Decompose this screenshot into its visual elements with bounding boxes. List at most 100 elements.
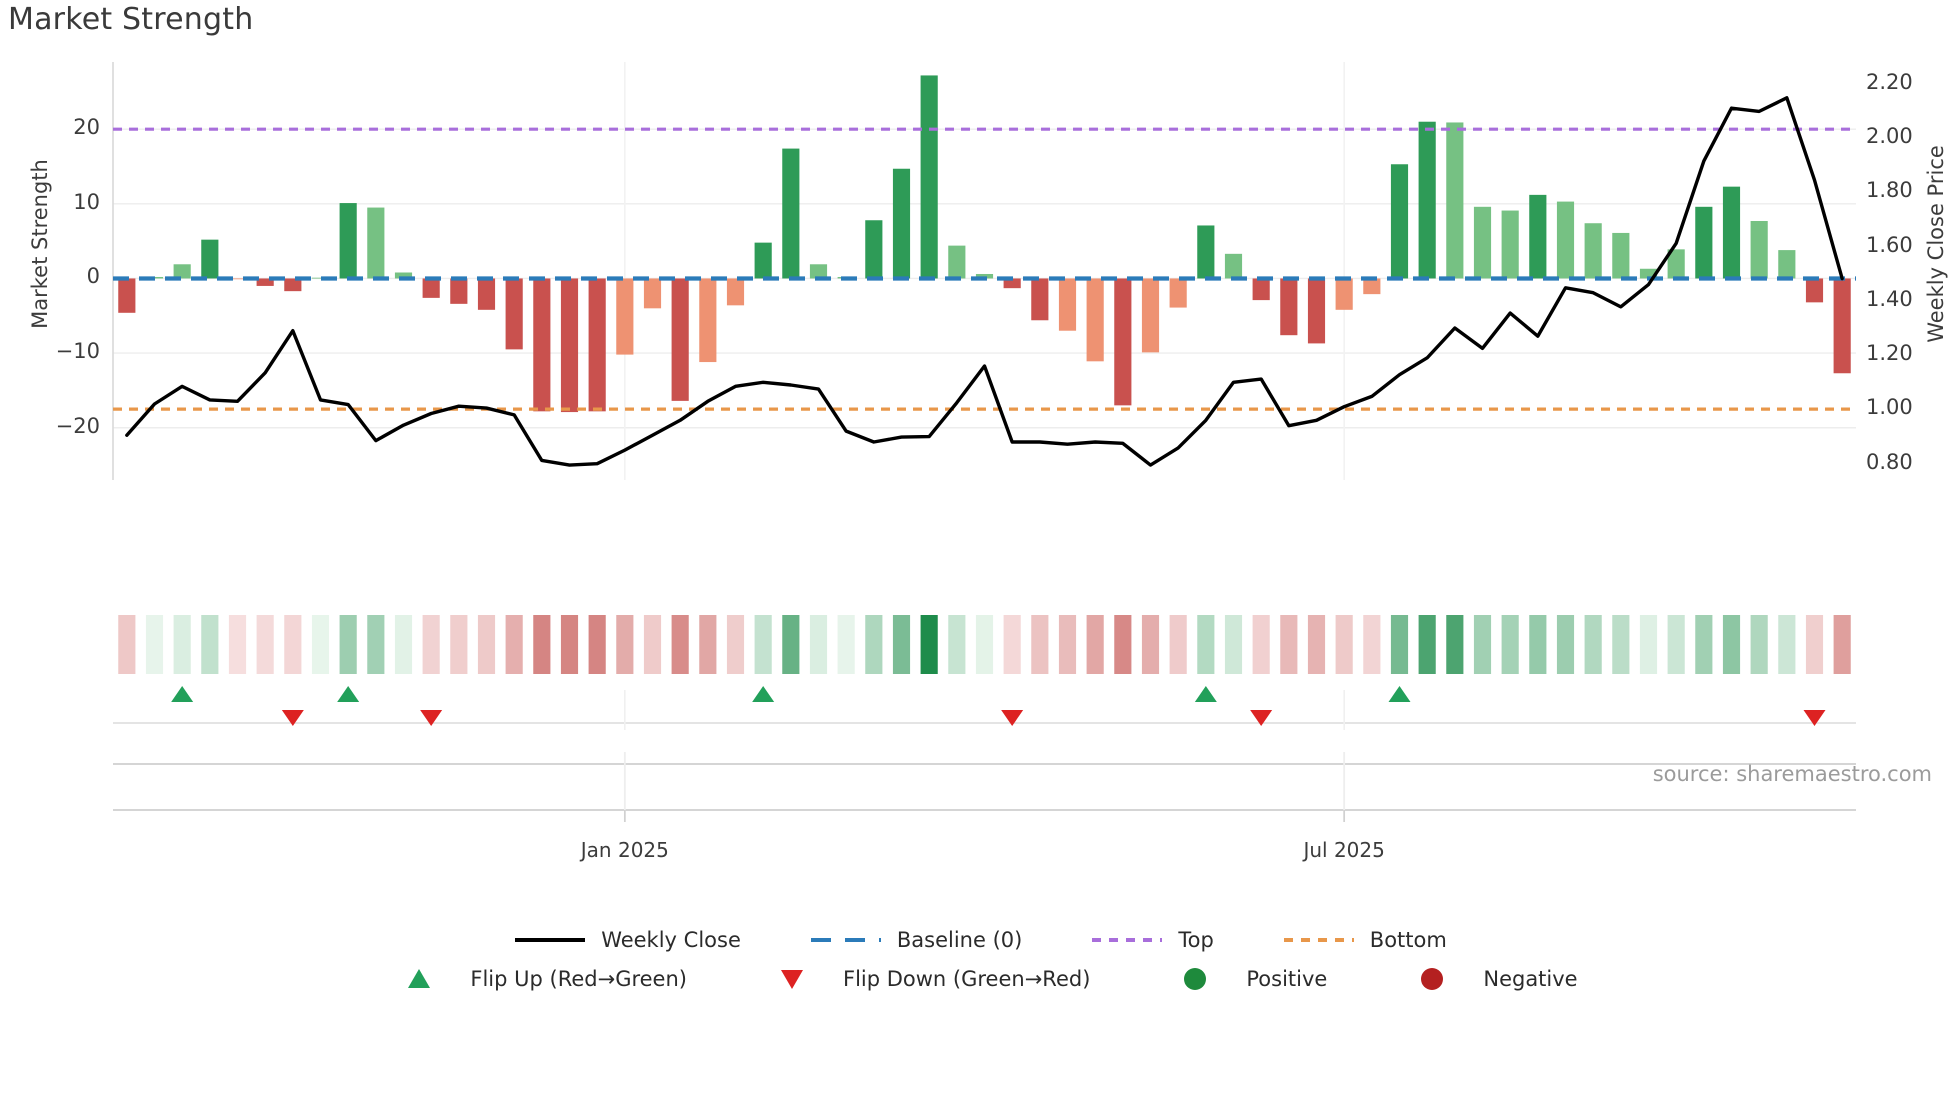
heatmap-cell[interactable] [1667, 615, 1685, 674]
bar[interactable] [256, 278, 274, 286]
bar[interactable] [892, 168, 911, 279]
heatmap-cell[interactable] [505, 615, 523, 674]
heatmap-cell[interactable] [477, 615, 496, 674]
heatmap-cell[interactable] [1750, 615, 1768, 674]
bar[interactable] [367, 207, 385, 279]
heatmap-cell[interactable] [311, 615, 330, 674]
bar[interactable] [865, 220, 883, 279]
bar[interactable] [782, 148, 800, 279]
legend-item[interactable]: Flip Up (Red→Green) [382, 966, 687, 992]
bar[interactable] [450, 278, 468, 304]
heatmap-cell[interactable] [1778, 615, 1796, 674]
heatmap-cell[interactable] [1031, 615, 1049, 674]
heatmap-cell[interactable] [1058, 615, 1077, 674]
heatmap-cell[interactable] [1473, 615, 1492, 674]
bar[interactable] [948, 245, 966, 279]
heatmap-cell[interactable] [1501, 615, 1519, 674]
bar[interactable] [754, 242, 772, 279]
bar[interactable] [1529, 194, 1547, 279]
bar[interactable] [809, 264, 828, 279]
bar[interactable] [1141, 278, 1160, 353]
heatmap-cell[interactable] [1169, 615, 1187, 674]
heatmap-cell[interactable] [1086, 615, 1104, 674]
bar[interactable] [726, 278, 745, 306]
heatmap-cell[interactable] [920, 615, 938, 674]
heatmap-cell[interactable] [201, 615, 219, 674]
bar[interactable] [1473, 206, 1492, 279]
bar[interactable] [1335, 278, 1353, 310]
heatmap-cell[interactable] [726, 615, 745, 674]
bar[interactable] [1390, 164, 1409, 279]
heatmap-cell[interactable] [1003, 615, 1021, 674]
heatmap-cell[interactable] [1418, 615, 1436, 674]
bar[interactable] [339, 203, 357, 279]
bar[interactable] [118, 278, 136, 313]
legend-item[interactable]: Top [1090, 927, 1214, 953]
heatmap-cell[interactable] [1114, 615, 1132, 674]
legend-item[interactable]: Flip Down (Green→Red) [755, 966, 1090, 992]
flip-down-marker[interactable] [281, 710, 304, 726]
heatmap-cell[interactable] [1335, 615, 1353, 674]
heatmap-cell[interactable] [1363, 615, 1381, 674]
flip-up-marker[interactable] [1388, 686, 1411, 702]
heatmap-cell[interactable] [699, 615, 717, 674]
heatmap-cell[interactable] [782, 615, 800, 674]
flip-up-marker[interactable] [752, 686, 775, 702]
heatmap-cell[interactable] [256, 615, 274, 674]
bar[interactable] [1750, 220, 1768, 279]
bar[interactable] [1778, 250, 1796, 279]
heatmap-cell[interactable] [422, 615, 440, 674]
heatmap-cell[interactable] [284, 615, 302, 674]
heatmap-cell[interactable] [1390, 615, 1409, 674]
heatmap-cell[interactable] [118, 615, 136, 674]
heatmap-cell[interactable] [1252, 615, 1270, 674]
bar[interactable] [533, 278, 551, 412]
bar[interactable] [505, 278, 523, 350]
bar[interactable] [671, 278, 689, 401]
legend-item[interactable]: Bottom [1282, 927, 1447, 953]
bar[interactable] [311, 277, 330, 279]
heatmap-cell[interactable] [1612, 615, 1630, 674]
bar[interactable] [1501, 210, 1519, 279]
bar[interactable] [975, 273, 994, 279]
bar[interactable] [173, 264, 191, 279]
bar[interactable] [422, 278, 440, 298]
heatmap-cell[interactable] [975, 615, 994, 674]
heatmap-cell[interactable] [671, 615, 689, 674]
heatmap-cell[interactable] [1224, 615, 1243, 674]
bar[interactable] [1307, 278, 1326, 344]
heatmap-cell[interactable] [809, 615, 828, 674]
bar[interactable] [228, 278, 247, 280]
bar[interactable] [1224, 253, 1243, 279]
bar[interactable] [1667, 249, 1685, 279]
heatmap-cell[interactable] [339, 615, 357, 674]
heatmap-cell[interactable] [643, 615, 662, 674]
heatmap-cell[interactable] [616, 615, 634, 674]
bar[interactable] [1695, 206, 1713, 279]
bar[interactable] [1833, 278, 1851, 374]
heatmap-cell[interactable] [1833, 615, 1851, 674]
legend-item[interactable]: Weekly Close [513, 927, 741, 953]
bar[interactable] [1584, 223, 1602, 279]
heatmap-cell[interactable] [1584, 615, 1602, 674]
heatmap-cell[interactable] [1529, 615, 1547, 674]
bar[interactable] [1058, 278, 1077, 331]
heatmap-cell[interactable] [1722, 615, 1741, 674]
bar[interactable] [1169, 278, 1187, 308]
heatmap-cell[interactable] [1307, 615, 1326, 674]
heatmap-cell[interactable] [865, 615, 883, 674]
bar[interactable] [1086, 278, 1104, 362]
flip-up-marker[interactable] [337, 686, 360, 702]
heatmap-cell[interactable] [367, 615, 385, 674]
legend-item[interactable]: Baseline (0) [809, 927, 1022, 953]
heatmap-cell[interactable] [450, 615, 468, 674]
heatmap-cell[interactable] [1556, 615, 1575, 674]
heatmap-cell[interactable] [394, 615, 413, 674]
heatmap-cell[interactable] [1280, 615, 1298, 674]
bar[interactable] [1363, 278, 1381, 295]
bar[interactable] [394, 272, 413, 279]
bar[interactable] [1252, 278, 1270, 301]
bar[interactable] [1197, 225, 1215, 279]
heatmap-cell[interactable] [145, 615, 164, 674]
flip-up-marker[interactable] [171, 686, 194, 702]
